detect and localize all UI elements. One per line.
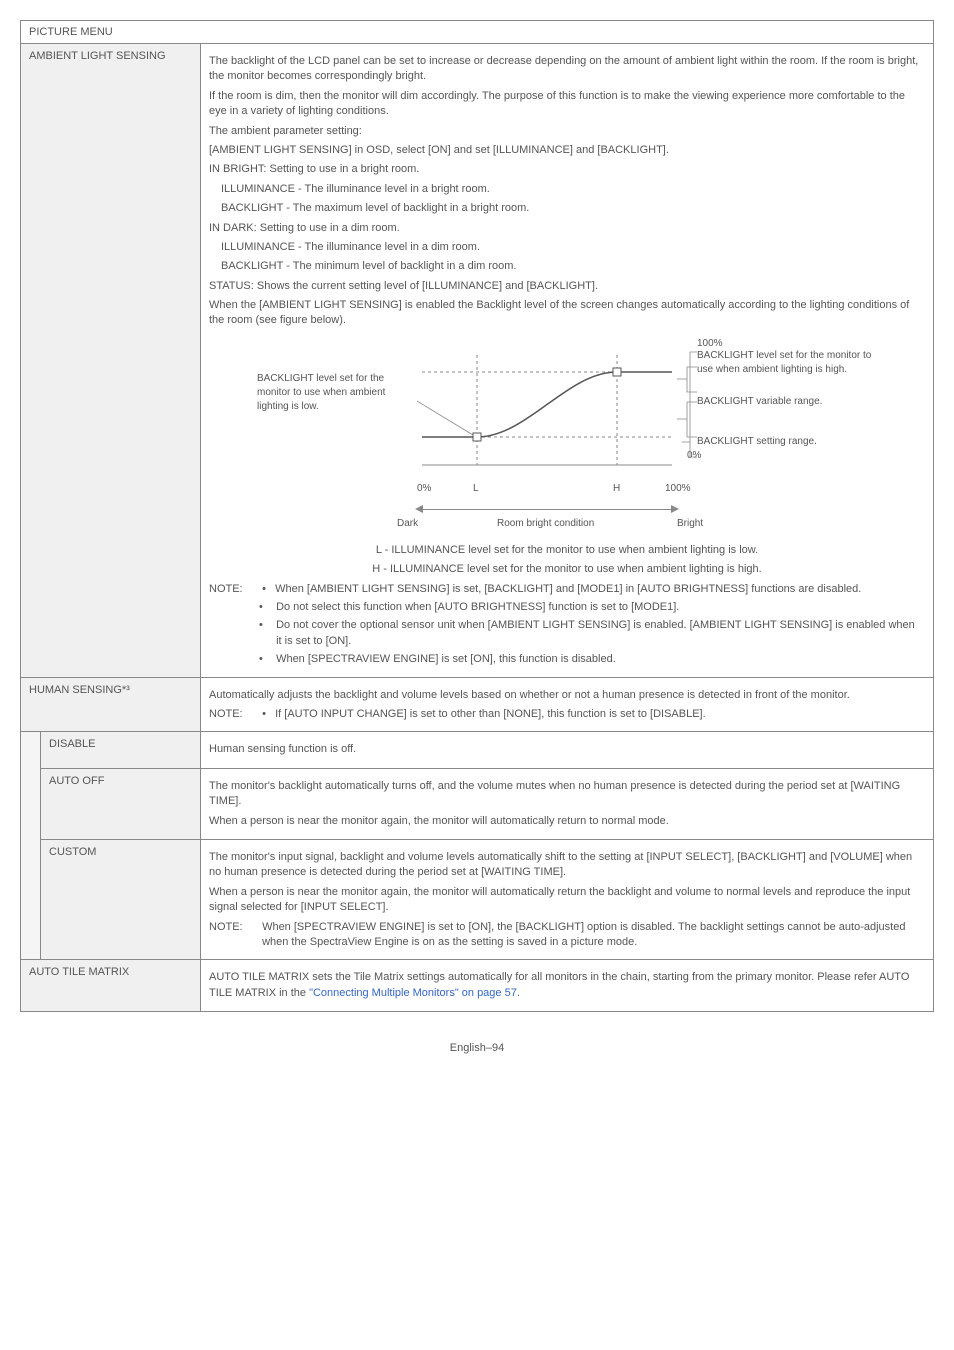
note-text: When [SPECTRAVIEW ENGINE] is set [ON], t…: [276, 652, 922, 667]
page-footer: English–94: [20, 1042, 934, 1054]
bullet-icon: •: [259, 618, 273, 633]
bullet-icon: •: [259, 600, 273, 615]
bullet-icon: •: [259, 652, 273, 667]
bullet-icon: •: [262, 707, 272, 722]
row-content-disable: Human sensing function is off.: [201, 732, 934, 768]
note-row: NOTE: • When [AMBIENT LIGHT SENSING] is …: [209, 582, 925, 597]
bullet-row: • Do not select this function when [AUTO…: [259, 600, 925, 615]
row-content-ambient: The backlight of the LCD panel can be se…: [201, 44, 934, 678]
text: The monitor's input signal, backlight an…: [209, 850, 925, 881]
label-rt1: BACKLIGHT level set for the monitor to u…: [697, 349, 877, 377]
text: IN BRIGHT: Setting to use in a bright ro…: [209, 162, 925, 177]
note-label: NOTE:: [209, 582, 259, 597]
row-content-custom: The monitor's input signal, backlight an…: [201, 839, 934, 959]
text: L - ILLUMINANCE level set for the monito…: [209, 543, 925, 558]
note-text: When [SPECTRAVIEW ENGINE] is set to [ON]…: [262, 920, 918, 951]
backlight-diagram: BACKLIGHT level set for the monitor to u…: [257, 337, 877, 537]
label-100pct-x: 100%: [665, 482, 691, 496]
bullet-row: • When [SPECTRAVIEW ENGINE] is set [ON],…: [259, 652, 925, 667]
diagram-curve-svg: [417, 347, 677, 477]
text: .: [517, 987, 520, 999]
row-label-human-sensing: HUMAN SENSING*³: [21, 677, 201, 732]
note-label: NOTE:: [209, 707, 259, 722]
diagram-arrowheads: [415, 504, 679, 514]
label-H: H: [613, 482, 620, 496]
text: If the room is dim, then the monitor wil…: [209, 89, 925, 120]
row-content-auto-off: The monitor's backlight automatically tu…: [201, 768, 934, 839]
note-text: If [AUTO INPUT CHANGE] is set to other t…: [275, 707, 906, 722]
text: [AMBIENT LIGHT SENSING] in OSD, select […: [209, 143, 925, 158]
note-text: When [AMBIENT LIGHT SENSING] is set, [BA…: [275, 582, 906, 597]
bullet-icon: •: [262, 582, 272, 597]
text: BACKLIGHT - The minimum level of backlig…: [209, 259, 925, 274]
note-row: NOTE: • If [AUTO INPUT CHANGE] is set to…: [209, 707, 925, 722]
note-text: Do not select this function when [AUTO B…: [276, 600, 922, 615]
picture-menu-table: PICTURE MENU AMBIENT LIGHT SENSING The b…: [20, 20, 934, 1012]
text: ILLUMINANCE - The illuminance level in a…: [209, 182, 925, 197]
text: ILLUMINANCE - The illuminance level in a…: [209, 240, 925, 255]
row-content-human-sensing: Automatically adjusts the backlight and …: [201, 677, 934, 732]
row-label-disable: DISABLE: [41, 732, 201, 768]
table-header: PICTURE MENU: [21, 21, 934, 44]
label-bright: Bright: [677, 517, 703, 531]
row-label-custom: CUSTOM: [41, 839, 201, 959]
text: When the [AMBIENT LIGHT SENSING] is enab…: [209, 298, 925, 329]
link-connecting-monitors[interactable]: "Connecting Multiple Monitors" on page 5…: [309, 987, 517, 999]
label-rt2: BACKLIGHT variable range.: [697, 395, 877, 409]
label-L: L: [473, 482, 479, 496]
text: When a person is near the monitor again,…: [209, 814, 925, 829]
text: Human sensing function is off.: [209, 742, 925, 757]
text: The ambient parameter setting:: [209, 124, 925, 139]
row-content-auto-tile: AUTO TILE MATRIX sets the Tile Matrix se…: [201, 960, 934, 1012]
label-rt3: BACKLIGHT setting range.: [697, 435, 877, 449]
note-row: NOTE: When [SPECTRAVIEW ENGINE] is set t…: [209, 920, 925, 951]
label-room-bright: Room bright condition: [497, 517, 594, 531]
text: The monitor's backlight automatically tu…: [209, 779, 925, 810]
text: AUTO TILE MATRIX sets the Tile Matrix se…: [209, 970, 925, 1001]
diagram-brace-svg: [672, 347, 702, 477]
label-0pct: 0%: [417, 482, 431, 496]
text: STATUS: Shows the current setting level …: [209, 279, 925, 294]
text: The backlight of the LCD panel can be se…: [209, 54, 925, 85]
text: H - ILLUMINANCE level set for the monito…: [209, 562, 925, 577]
label-dark: Dark: [397, 517, 418, 531]
bullet-row: • Do not cover the optional sensor unit …: [259, 618, 925, 649]
diagram-left-label: BACKLIGHT level set for the monitor to u…: [257, 372, 407, 414]
text: IN DARK: Setting to use in a dim room.: [209, 221, 925, 236]
label-0pct-right: 0%: [687, 449, 867, 463]
text: BACKLIGHT - The maximum level of backlig…: [209, 201, 925, 216]
indent-cell: [21, 732, 41, 960]
row-label-auto-tile: AUTO TILE MATRIX: [21, 960, 201, 1012]
row-label-auto-off: AUTO OFF: [41, 768, 201, 839]
text: When a person is near the monitor again,…: [209, 885, 925, 916]
note-label: NOTE:: [209, 920, 259, 935]
text: Automatically adjusts the backlight and …: [209, 688, 925, 703]
row-label-ambient: AMBIENT LIGHT SENSING: [21, 44, 201, 678]
note-text: Do not cover the optional sensor unit wh…: [276, 618, 922, 649]
